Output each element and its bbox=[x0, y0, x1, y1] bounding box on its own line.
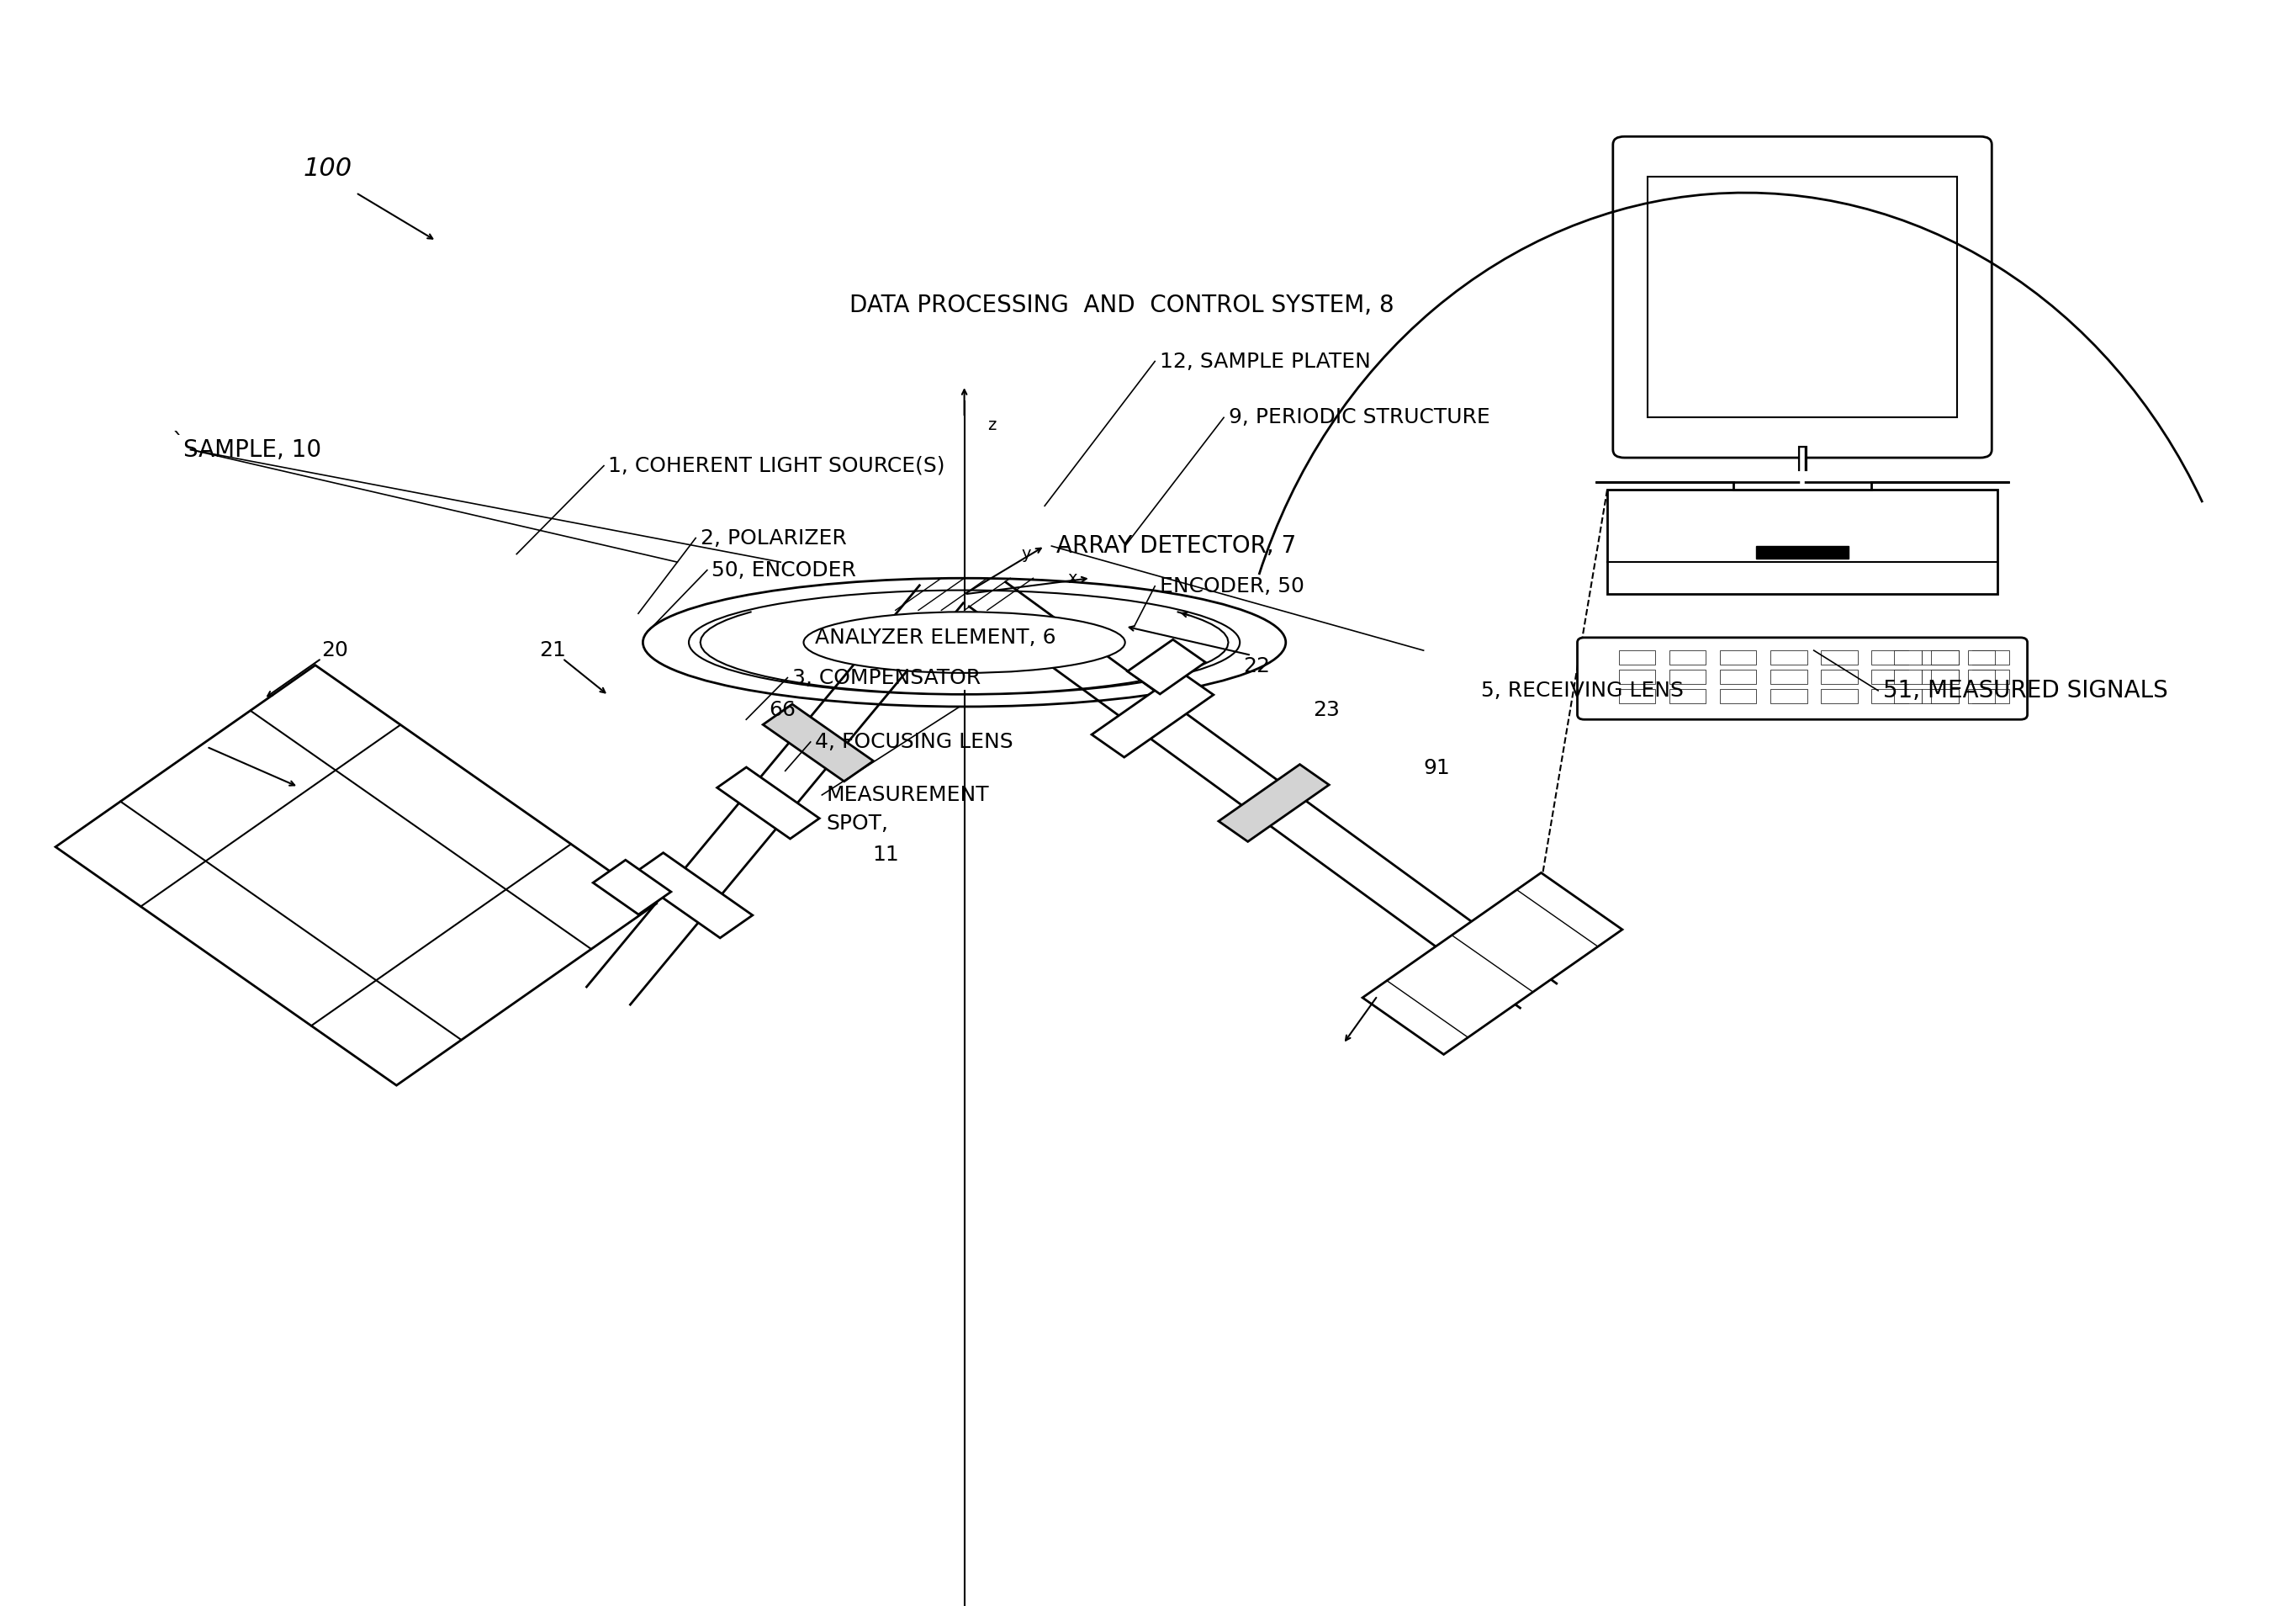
Text: 2, POLARIZER: 2, POLARIZER bbox=[700, 528, 847, 548]
Text: SPOT,: SPOT, bbox=[827, 814, 889, 834]
Bar bbox=[1821, 689, 1857, 703]
Text: x: x bbox=[1068, 570, 1077, 586]
Text: `: ` bbox=[172, 430, 184, 454]
Text: y: y bbox=[1022, 546, 1031, 562]
FancyBboxPatch shape bbox=[1577, 638, 2027, 719]
Text: 21: 21 bbox=[540, 641, 567, 660]
Text: ENCODER, 50: ENCODER, 50 bbox=[1159, 577, 1304, 596]
Text: 100: 100 bbox=[303, 156, 351, 181]
Polygon shape bbox=[1127, 639, 1205, 694]
Bar bbox=[1619, 689, 1655, 703]
Text: 4, FOCUSING LENS: 4, FOCUSING LENS bbox=[815, 732, 1013, 752]
Bar bbox=[1968, 650, 1995, 665]
Text: 20: 20 bbox=[321, 641, 349, 660]
Bar bbox=[1720, 670, 1756, 684]
Bar bbox=[1931, 670, 1958, 684]
Ellipse shape bbox=[689, 591, 1240, 695]
Polygon shape bbox=[592, 859, 670, 914]
Polygon shape bbox=[1362, 872, 1623, 1055]
Bar bbox=[1972, 650, 2009, 665]
Bar bbox=[1894, 689, 1922, 703]
Polygon shape bbox=[55, 665, 657, 1086]
Bar bbox=[1669, 650, 1706, 665]
Ellipse shape bbox=[804, 612, 1125, 673]
Text: 66: 66 bbox=[769, 700, 797, 719]
Bar bbox=[1720, 689, 1756, 703]
Bar bbox=[1669, 689, 1706, 703]
Bar bbox=[1931, 650, 1958, 665]
Bar bbox=[1770, 689, 1807, 703]
Bar bbox=[1871, 670, 1908, 684]
Polygon shape bbox=[631, 853, 753, 938]
Ellipse shape bbox=[643, 578, 1286, 707]
Text: 9, PERIODIC STRUCTURE: 9, PERIODIC STRUCTURE bbox=[1228, 408, 1490, 427]
Text: 23: 23 bbox=[1313, 700, 1341, 719]
Bar bbox=[1720, 650, 1756, 665]
Bar bbox=[1821, 670, 1857, 684]
Text: 11: 11 bbox=[872, 845, 900, 864]
Bar bbox=[1871, 689, 1908, 703]
Text: 3, COMPENSATOR: 3, COMPENSATOR bbox=[792, 668, 980, 687]
Text: ARRAY DETECTOR, 7: ARRAY DETECTOR, 7 bbox=[1056, 535, 1295, 557]
Polygon shape bbox=[1091, 671, 1215, 758]
Bar bbox=[1968, 670, 1995, 684]
Bar bbox=[1871, 650, 1908, 665]
Polygon shape bbox=[762, 703, 872, 782]
Text: 91: 91 bbox=[1424, 758, 1451, 777]
Text: DATA PROCESSING  AND  CONTROL SYSTEM, 8: DATA PROCESSING AND CONTROL SYSTEM, 8 bbox=[850, 294, 1394, 316]
Text: 50, ENCODER: 50, ENCODER bbox=[712, 560, 856, 580]
Text: 5, RECEIVING LENS: 5, RECEIVING LENS bbox=[1481, 681, 1683, 700]
Bar bbox=[1968, 689, 1995, 703]
Bar bbox=[1649, 177, 1958, 418]
Bar bbox=[1619, 670, 1655, 684]
Bar bbox=[1669, 670, 1706, 684]
FancyBboxPatch shape bbox=[1612, 137, 1993, 458]
Bar bbox=[1922, 689, 1958, 703]
FancyArrow shape bbox=[1596, 482, 2009, 490]
Text: 1, COHERENT LIGHT SOURCE(S): 1, COHERENT LIGHT SOURCE(S) bbox=[608, 456, 946, 475]
Bar bbox=[1619, 650, 1655, 665]
Bar bbox=[1922, 670, 1958, 684]
Bar bbox=[1756, 546, 1848, 559]
Bar bbox=[1931, 689, 1958, 703]
Text: z: z bbox=[987, 418, 996, 434]
Polygon shape bbox=[716, 768, 820, 838]
Bar bbox=[1770, 650, 1807, 665]
Text: SAMPLE, 10: SAMPLE, 10 bbox=[184, 438, 321, 461]
Bar bbox=[1894, 650, 1922, 665]
Polygon shape bbox=[1219, 764, 1329, 842]
Text: 22: 22 bbox=[1242, 657, 1270, 676]
Text: MEASUREMENT: MEASUREMENT bbox=[827, 785, 990, 805]
Bar bbox=[1894, 670, 1922, 684]
Text: 12, SAMPLE PLATEN: 12, SAMPLE PLATEN bbox=[1159, 352, 1371, 371]
Text: 51, MEASURED SIGNALS: 51, MEASURED SIGNALS bbox=[1883, 679, 2167, 702]
Bar bbox=[1770, 670, 1807, 684]
Text: ANALYZER ELEMENT, 6: ANALYZER ELEMENT, 6 bbox=[815, 628, 1056, 647]
Bar bbox=[1922, 650, 1958, 665]
Bar bbox=[1972, 670, 2009, 684]
Bar bbox=[1607, 490, 1998, 594]
Bar bbox=[1821, 650, 1857, 665]
Bar bbox=[1972, 689, 2009, 703]
